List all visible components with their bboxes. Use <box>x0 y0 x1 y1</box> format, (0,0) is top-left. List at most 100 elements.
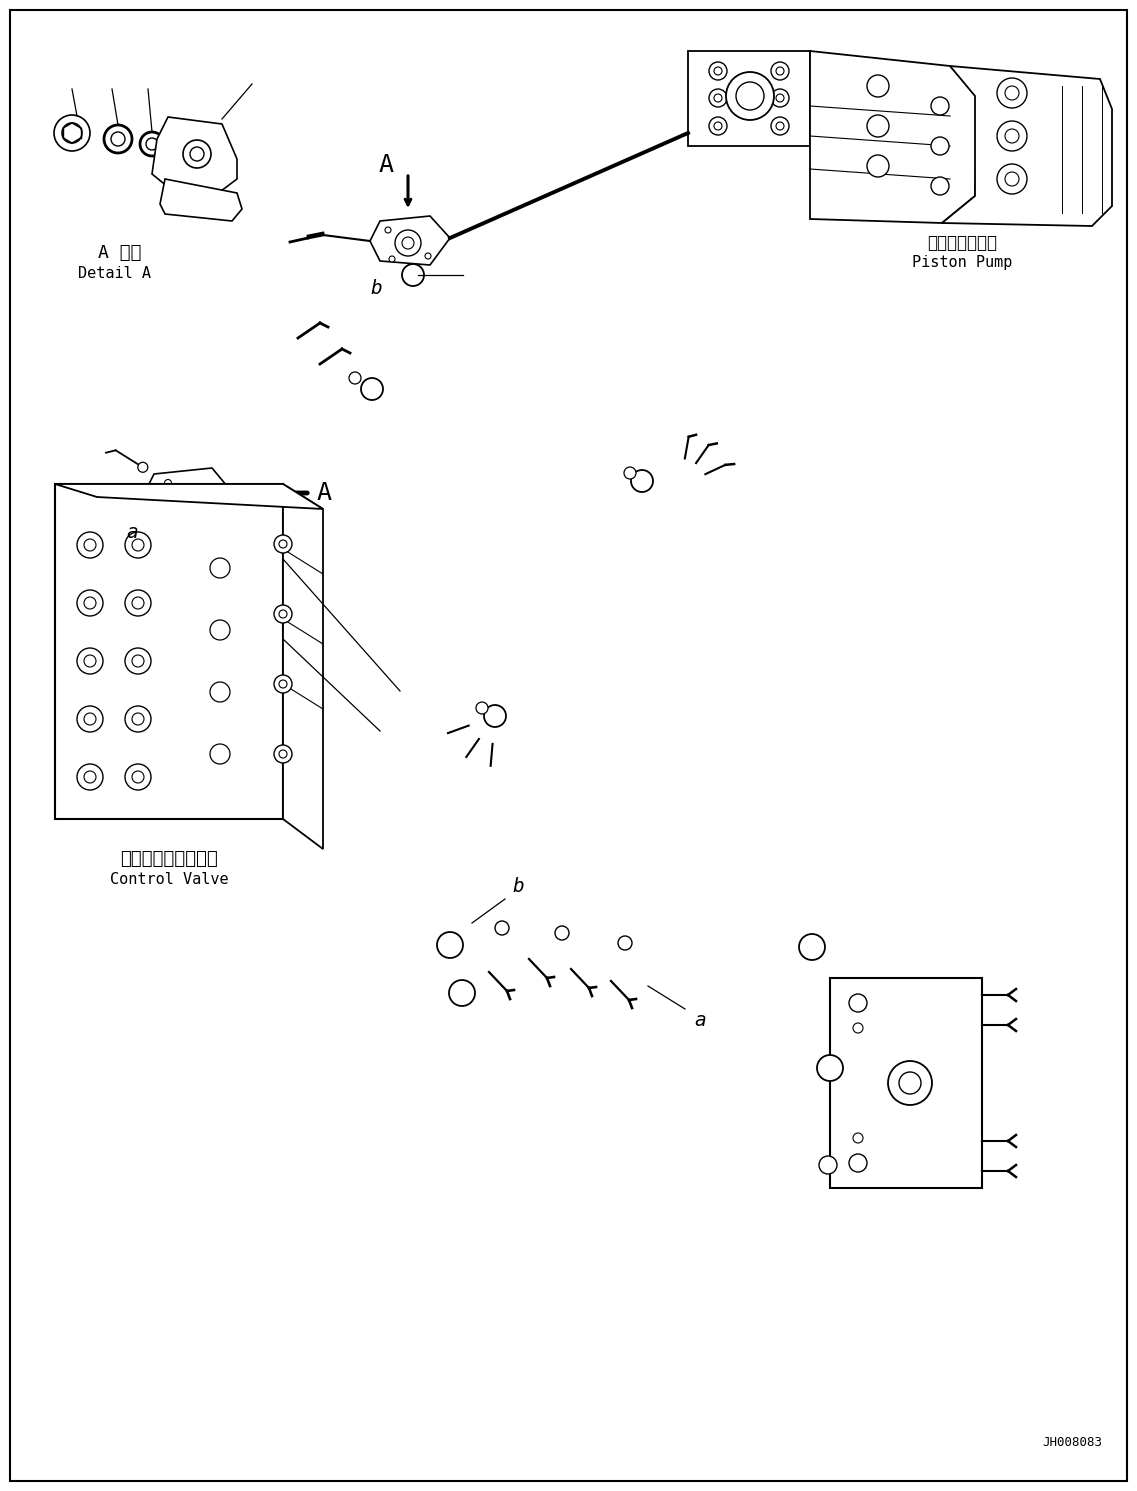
Circle shape <box>425 253 431 259</box>
Circle shape <box>771 89 789 107</box>
Text: b: b <box>512 877 524 896</box>
Circle shape <box>210 681 230 702</box>
Circle shape <box>103 125 132 154</box>
Circle shape <box>77 707 103 732</box>
Text: A: A <box>316 482 332 505</box>
Circle shape <box>709 89 727 107</box>
Text: a: a <box>126 523 138 543</box>
Circle shape <box>84 655 96 666</box>
Text: A 詳細: A 詳細 <box>98 245 142 262</box>
Circle shape <box>125 649 151 674</box>
Circle shape <box>210 620 230 640</box>
Circle shape <box>555 926 568 939</box>
Circle shape <box>183 140 211 168</box>
Circle shape <box>1005 86 1019 100</box>
Circle shape <box>185 491 199 505</box>
Circle shape <box>714 67 722 75</box>
Circle shape <box>274 605 292 623</box>
Polygon shape <box>941 66 1112 227</box>
Circle shape <box>274 746 292 763</box>
Circle shape <box>125 763 151 790</box>
Circle shape <box>132 771 144 783</box>
Circle shape <box>775 94 785 101</box>
Circle shape <box>274 675 292 693</box>
Circle shape <box>132 655 144 666</box>
Circle shape <box>77 590 103 616</box>
Text: A: A <box>379 154 393 177</box>
Circle shape <box>849 1154 868 1172</box>
Circle shape <box>279 680 287 687</box>
Circle shape <box>84 540 96 552</box>
Circle shape <box>771 63 789 81</box>
Text: Detail A: Detail A <box>78 265 151 280</box>
Circle shape <box>53 115 90 151</box>
Circle shape <box>727 72 774 119</box>
Circle shape <box>138 462 148 473</box>
Circle shape <box>63 122 82 143</box>
Polygon shape <box>830 978 982 1188</box>
Circle shape <box>997 121 1027 151</box>
Circle shape <box>190 148 204 161</box>
Circle shape <box>189 546 199 555</box>
Circle shape <box>279 610 287 617</box>
Circle shape <box>349 371 362 385</box>
Circle shape <box>210 744 230 763</box>
Circle shape <box>849 994 868 1012</box>
Circle shape <box>171 531 189 549</box>
Circle shape <box>818 1056 843 1081</box>
Circle shape <box>931 137 949 155</box>
Circle shape <box>140 133 164 157</box>
Circle shape <box>868 115 889 137</box>
Circle shape <box>714 94 722 101</box>
Polygon shape <box>370 216 450 265</box>
Circle shape <box>132 596 144 608</box>
Circle shape <box>449 980 475 1006</box>
Text: a: a <box>694 1011 706 1030</box>
Circle shape <box>274 535 292 553</box>
Circle shape <box>132 713 144 725</box>
Circle shape <box>184 183 192 192</box>
Polygon shape <box>160 179 242 221</box>
Circle shape <box>132 540 144 552</box>
Polygon shape <box>688 51 810 146</box>
Circle shape <box>997 78 1027 107</box>
Circle shape <box>389 256 395 262</box>
Circle shape <box>165 480 172 486</box>
Text: b: b <box>371 279 382 298</box>
Circle shape <box>125 532 151 558</box>
Circle shape <box>362 379 383 400</box>
Circle shape <box>775 122 785 130</box>
Circle shape <box>77 649 103 674</box>
Circle shape <box>125 707 151 732</box>
Text: JH008083: JH008083 <box>1041 1436 1102 1449</box>
Circle shape <box>819 1156 837 1173</box>
Circle shape <box>714 122 722 130</box>
Circle shape <box>171 183 179 192</box>
Circle shape <box>624 467 636 479</box>
Polygon shape <box>283 485 323 848</box>
Circle shape <box>495 921 509 935</box>
Polygon shape <box>810 51 978 224</box>
Text: ピストンポンプ: ピストンポンプ <box>927 234 997 252</box>
Circle shape <box>931 97 949 115</box>
Text: コントロールバルブ: コントロールバルブ <box>121 850 218 868</box>
Circle shape <box>619 936 632 950</box>
Circle shape <box>476 702 488 714</box>
Text: Piston Pump: Piston Pump <box>912 255 1012 270</box>
Polygon shape <box>144 468 232 517</box>
Circle shape <box>853 1023 863 1033</box>
Circle shape <box>279 540 287 549</box>
Circle shape <box>84 596 96 608</box>
Circle shape <box>84 713 96 725</box>
Circle shape <box>709 116 727 136</box>
Polygon shape <box>55 485 323 508</box>
Text: Control Valve: Control Valve <box>109 872 229 887</box>
Circle shape <box>77 532 103 558</box>
Circle shape <box>709 63 727 81</box>
Circle shape <box>631 470 653 492</box>
Circle shape <box>402 237 414 249</box>
Circle shape <box>279 750 287 757</box>
Circle shape <box>868 75 889 97</box>
Circle shape <box>1005 130 1019 143</box>
Circle shape <box>853 1133 863 1144</box>
